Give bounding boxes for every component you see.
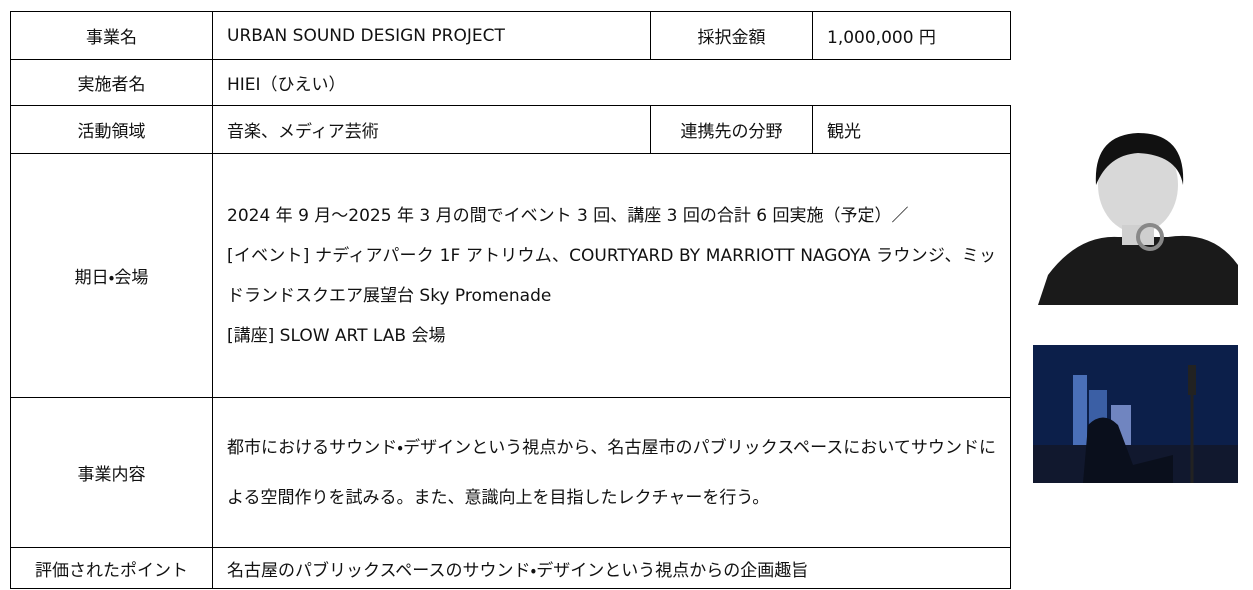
value: 都市におけるサウンド・デザインという視点から、名古屋市のパブリックスペースにおい… <box>212 397 1011 548</box>
info-table: 事業名 URBAN SOUND DESIGN PROJECT 採択金額 1,00… <box>10 11 1011 589</box>
value: URBAN SOUND DESIGN PROJECT <box>212 11 651 60</box>
row: 活動領域 音楽、メディア芸術 連携先の分野 観光 <box>10 105 1011 154</box>
value: HIEI（ひえい） <box>212 59 1011 106</box>
paragraph: [イベント] ナディアパーク 1F アトリウム、COURTYARD BY MAR… <box>227 245 996 306</box>
label: 採択金額 <box>650 11 813 60</box>
paragraph: 都市におけるサウンド・デザインという視点から、名古屋市のパブリックスペースにおい… <box>227 437 996 508</box>
label: 連携先の分野 <box>650 105 813 154</box>
portrait-photo <box>1038 125 1238 305</box>
value: 名古屋のパブリックスペースのサウンド・デザインという視点からの企画趣旨 <box>212 547 1011 589</box>
row: 評価されたポイント 名古屋のパブリックスペースのサウンド・デザインという視点から… <box>10 547 1011 589</box>
row: 事業名 URBAN SOUND DESIGN PROJECT 採択金額 1,00… <box>10 11 1011 60</box>
row: 期日・会場 2024 年 9 月～2025 年 3 月の間でイベント 3 回、講… <box>10 153 1011 398</box>
value: 観光 <box>812 105 1011 154</box>
value: 1,000,000 円 <box>812 11 1011 60</box>
value: 2024 年 9 月～2025 年 3 月の間でイベント 3 回、講座 3 回の… <box>212 153 1011 398</box>
row: 事業内容 都市におけるサウンド・デザインという視点から、名古屋市のパブリックスペ… <box>10 397 1011 548</box>
paragraph: [講座] SLOW ART LAB 会場 <box>227 325 446 346</box>
label: 事業内容 <box>10 397 213 548</box>
label: 実施者名 <box>10 59 213 106</box>
event-photo <box>1033 345 1238 483</box>
value: 音楽、メディア芸術 <box>212 105 651 154</box>
label: 活動領域 <box>10 105 213 154</box>
label: 評価されたポイント <box>10 547 213 589</box>
paragraph: 2024 年 9 月～2025 年 3 月の間でイベント 3 回、講座 3 回の… <box>227 205 909 226</box>
row: 実施者名 HIEI（ひえい） <box>10 59 1011 106</box>
label: 事業名 <box>10 11 213 60</box>
label: 期日・会場 <box>10 153 213 398</box>
